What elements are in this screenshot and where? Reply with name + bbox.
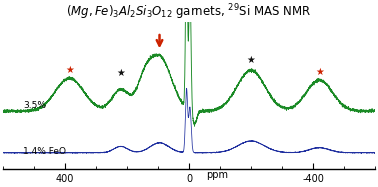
Text: ★: ★ — [315, 67, 324, 77]
Text: ppm: ppm — [206, 171, 228, 180]
Text: 3.5%: 3.5% — [23, 101, 46, 110]
Text: ★: ★ — [247, 55, 256, 65]
Text: 1.4% FeO: 1.4% FeO — [23, 147, 66, 156]
Title: $(Mg,Fe)_3Al_2Si_3O_{12}$ garnets, $^{29}$Si MAS NMR: $(Mg,Fe)_3Al_2Si_3O_{12}$ garnets, $^{29… — [67, 3, 311, 22]
Text: ★: ★ — [116, 68, 125, 78]
Text: ★: ★ — [65, 65, 74, 75]
